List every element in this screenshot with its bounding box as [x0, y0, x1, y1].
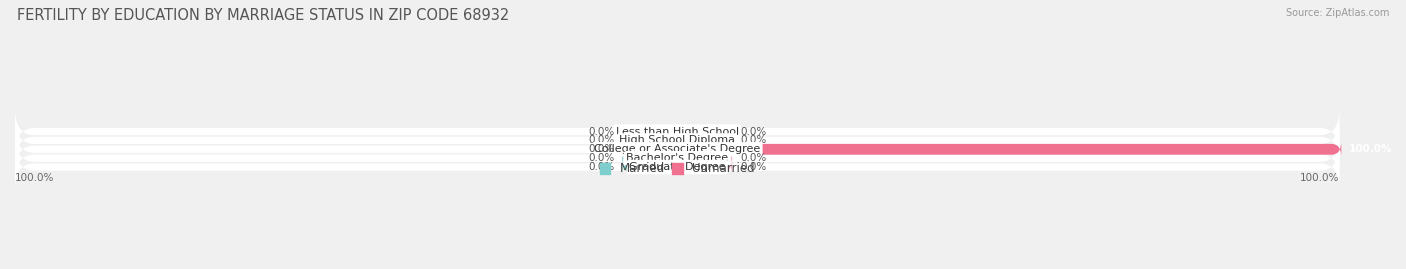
FancyBboxPatch shape: [675, 159, 733, 175]
FancyBboxPatch shape: [623, 124, 679, 139]
FancyBboxPatch shape: [675, 124, 733, 139]
FancyBboxPatch shape: [623, 141, 679, 157]
FancyBboxPatch shape: [15, 135, 1340, 181]
Text: 100.0%: 100.0%: [1350, 144, 1393, 154]
Text: 0.0%: 0.0%: [588, 126, 614, 137]
Text: Graduate Degree: Graduate Degree: [628, 162, 725, 172]
Text: 100.0%: 100.0%: [1301, 172, 1340, 183]
FancyBboxPatch shape: [15, 126, 1340, 172]
FancyBboxPatch shape: [675, 141, 1341, 157]
FancyBboxPatch shape: [675, 150, 733, 166]
FancyBboxPatch shape: [675, 133, 733, 148]
FancyBboxPatch shape: [15, 118, 1340, 163]
Text: 100.0%: 100.0%: [15, 172, 55, 183]
FancyBboxPatch shape: [623, 133, 679, 148]
Text: Bachelor's Degree: Bachelor's Degree: [626, 153, 728, 163]
Text: FERTILITY BY EDUCATION BY MARRIAGE STATUS IN ZIP CODE 68932: FERTILITY BY EDUCATION BY MARRIAGE STATU…: [17, 8, 509, 23]
FancyBboxPatch shape: [623, 159, 679, 175]
Text: Source: ZipAtlas.com: Source: ZipAtlas.com: [1285, 8, 1389, 18]
Text: College or Associate's Degree: College or Associate's Degree: [595, 144, 761, 154]
FancyBboxPatch shape: [15, 144, 1340, 190]
Text: 0.0%: 0.0%: [740, 162, 766, 172]
FancyBboxPatch shape: [15, 109, 1340, 154]
Text: 0.0%: 0.0%: [740, 126, 766, 137]
Text: 0.0%: 0.0%: [588, 162, 614, 172]
Text: 0.0%: 0.0%: [740, 153, 766, 163]
FancyBboxPatch shape: [623, 150, 679, 166]
Text: 0.0%: 0.0%: [588, 144, 614, 154]
Text: High School Diploma: High School Diploma: [619, 135, 735, 146]
Text: 0.0%: 0.0%: [588, 135, 614, 146]
Legend: Married, Unmarried: Married, Unmarried: [595, 158, 759, 180]
Text: 0.0%: 0.0%: [740, 135, 766, 146]
Text: 0.0%: 0.0%: [588, 153, 614, 163]
Text: Less than High School: Less than High School: [616, 126, 738, 137]
